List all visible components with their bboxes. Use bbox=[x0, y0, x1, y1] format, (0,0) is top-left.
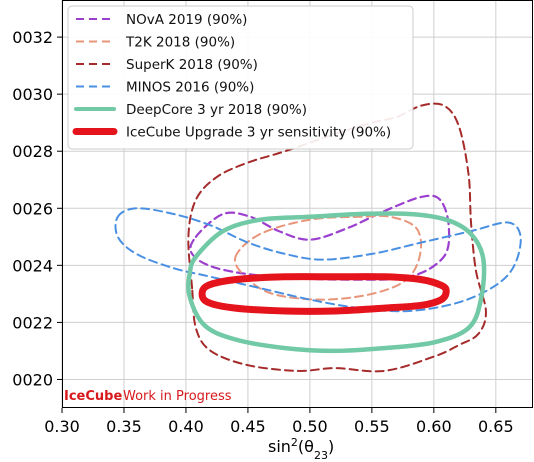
watermark: IceCube Work in Progress bbox=[64, 389, 232, 404]
x-axis-title-main: sin bbox=[268, 437, 291, 456]
legend-box bbox=[67, 5, 414, 150]
y-tick-label: 0020 bbox=[12, 370, 53, 389]
series-t2k-2018-90-contour bbox=[233, 214, 423, 301]
legend-label: IceCube Upgrade 3 yr sensitivity (90%) bbox=[126, 125, 391, 141]
x-tick-label: 0.60 bbox=[416, 417, 452, 436]
x-tick-label: 0.65 bbox=[478, 417, 514, 436]
series-deepcore-3-yr-2018-90-contour bbox=[186, 211, 487, 354]
y-tick-label: 0024 bbox=[12, 256, 53, 275]
y-tick-label: 0028 bbox=[12, 142, 53, 161]
x-axis-title-rest: (θ bbox=[298, 437, 314, 456]
series-group bbox=[114, 102, 522, 373]
legend-label: DeepCore 3 yr 2018 (90%) bbox=[126, 102, 307, 118]
x-axis-title-close: ) bbox=[328, 437, 334, 456]
y-tick-label: 0026 bbox=[12, 199, 53, 218]
legend-label: SuperK 2018 (90%) bbox=[126, 57, 258, 73]
y-tick-label: 0030 bbox=[12, 85, 53, 104]
legend-label: NOvA 2019 (90%) bbox=[126, 12, 247, 28]
y-tick-label: 0032 bbox=[12, 28, 53, 47]
series-superk-2018-90-contour bbox=[187, 102, 487, 373]
watermark-brand: IceCube bbox=[64, 389, 122, 404]
legend-label: MINOS 2016 (90%) bbox=[126, 80, 254, 96]
x-tick-label: 0.40 bbox=[168, 417, 204, 436]
x-tick-label: 0.35 bbox=[106, 417, 142, 436]
x-tick-label: 0.45 bbox=[230, 417, 266, 436]
ticks: 0.30 0.35 0.40 0.45 0.50 0.55 0.60 0.65 0020 0022… bbox=[12, 28, 513, 436]
y-tick-label: 0022 bbox=[12, 313, 53, 332]
plot-frame bbox=[62, 0, 533, 408]
x-axis-title-sub: 23 bbox=[314, 449, 328, 462]
series-icecube-upgrade-3-yr-sensitivity-90-contour bbox=[198, 273, 450, 315]
x-axis-title: sin2(θ23) bbox=[268, 436, 334, 462]
x-tick-label: 0.50 bbox=[292, 417, 328, 436]
x-tick-label: 0.30 bbox=[44, 417, 80, 436]
legend-label: T2K 2018 (90%) bbox=[125, 35, 235, 51]
series-minos-2016-90-contour bbox=[114, 207, 522, 313]
x-tick-label: 0.55 bbox=[354, 417, 390, 436]
watermark-text: Work in Progress bbox=[123, 389, 232, 404]
legend: NOvA 2019 (90%) T2K 2018 (90%) SuperK 2018… bbox=[67, 5, 414, 150]
x-axis-title-sup: 2 bbox=[291, 436, 298, 449]
